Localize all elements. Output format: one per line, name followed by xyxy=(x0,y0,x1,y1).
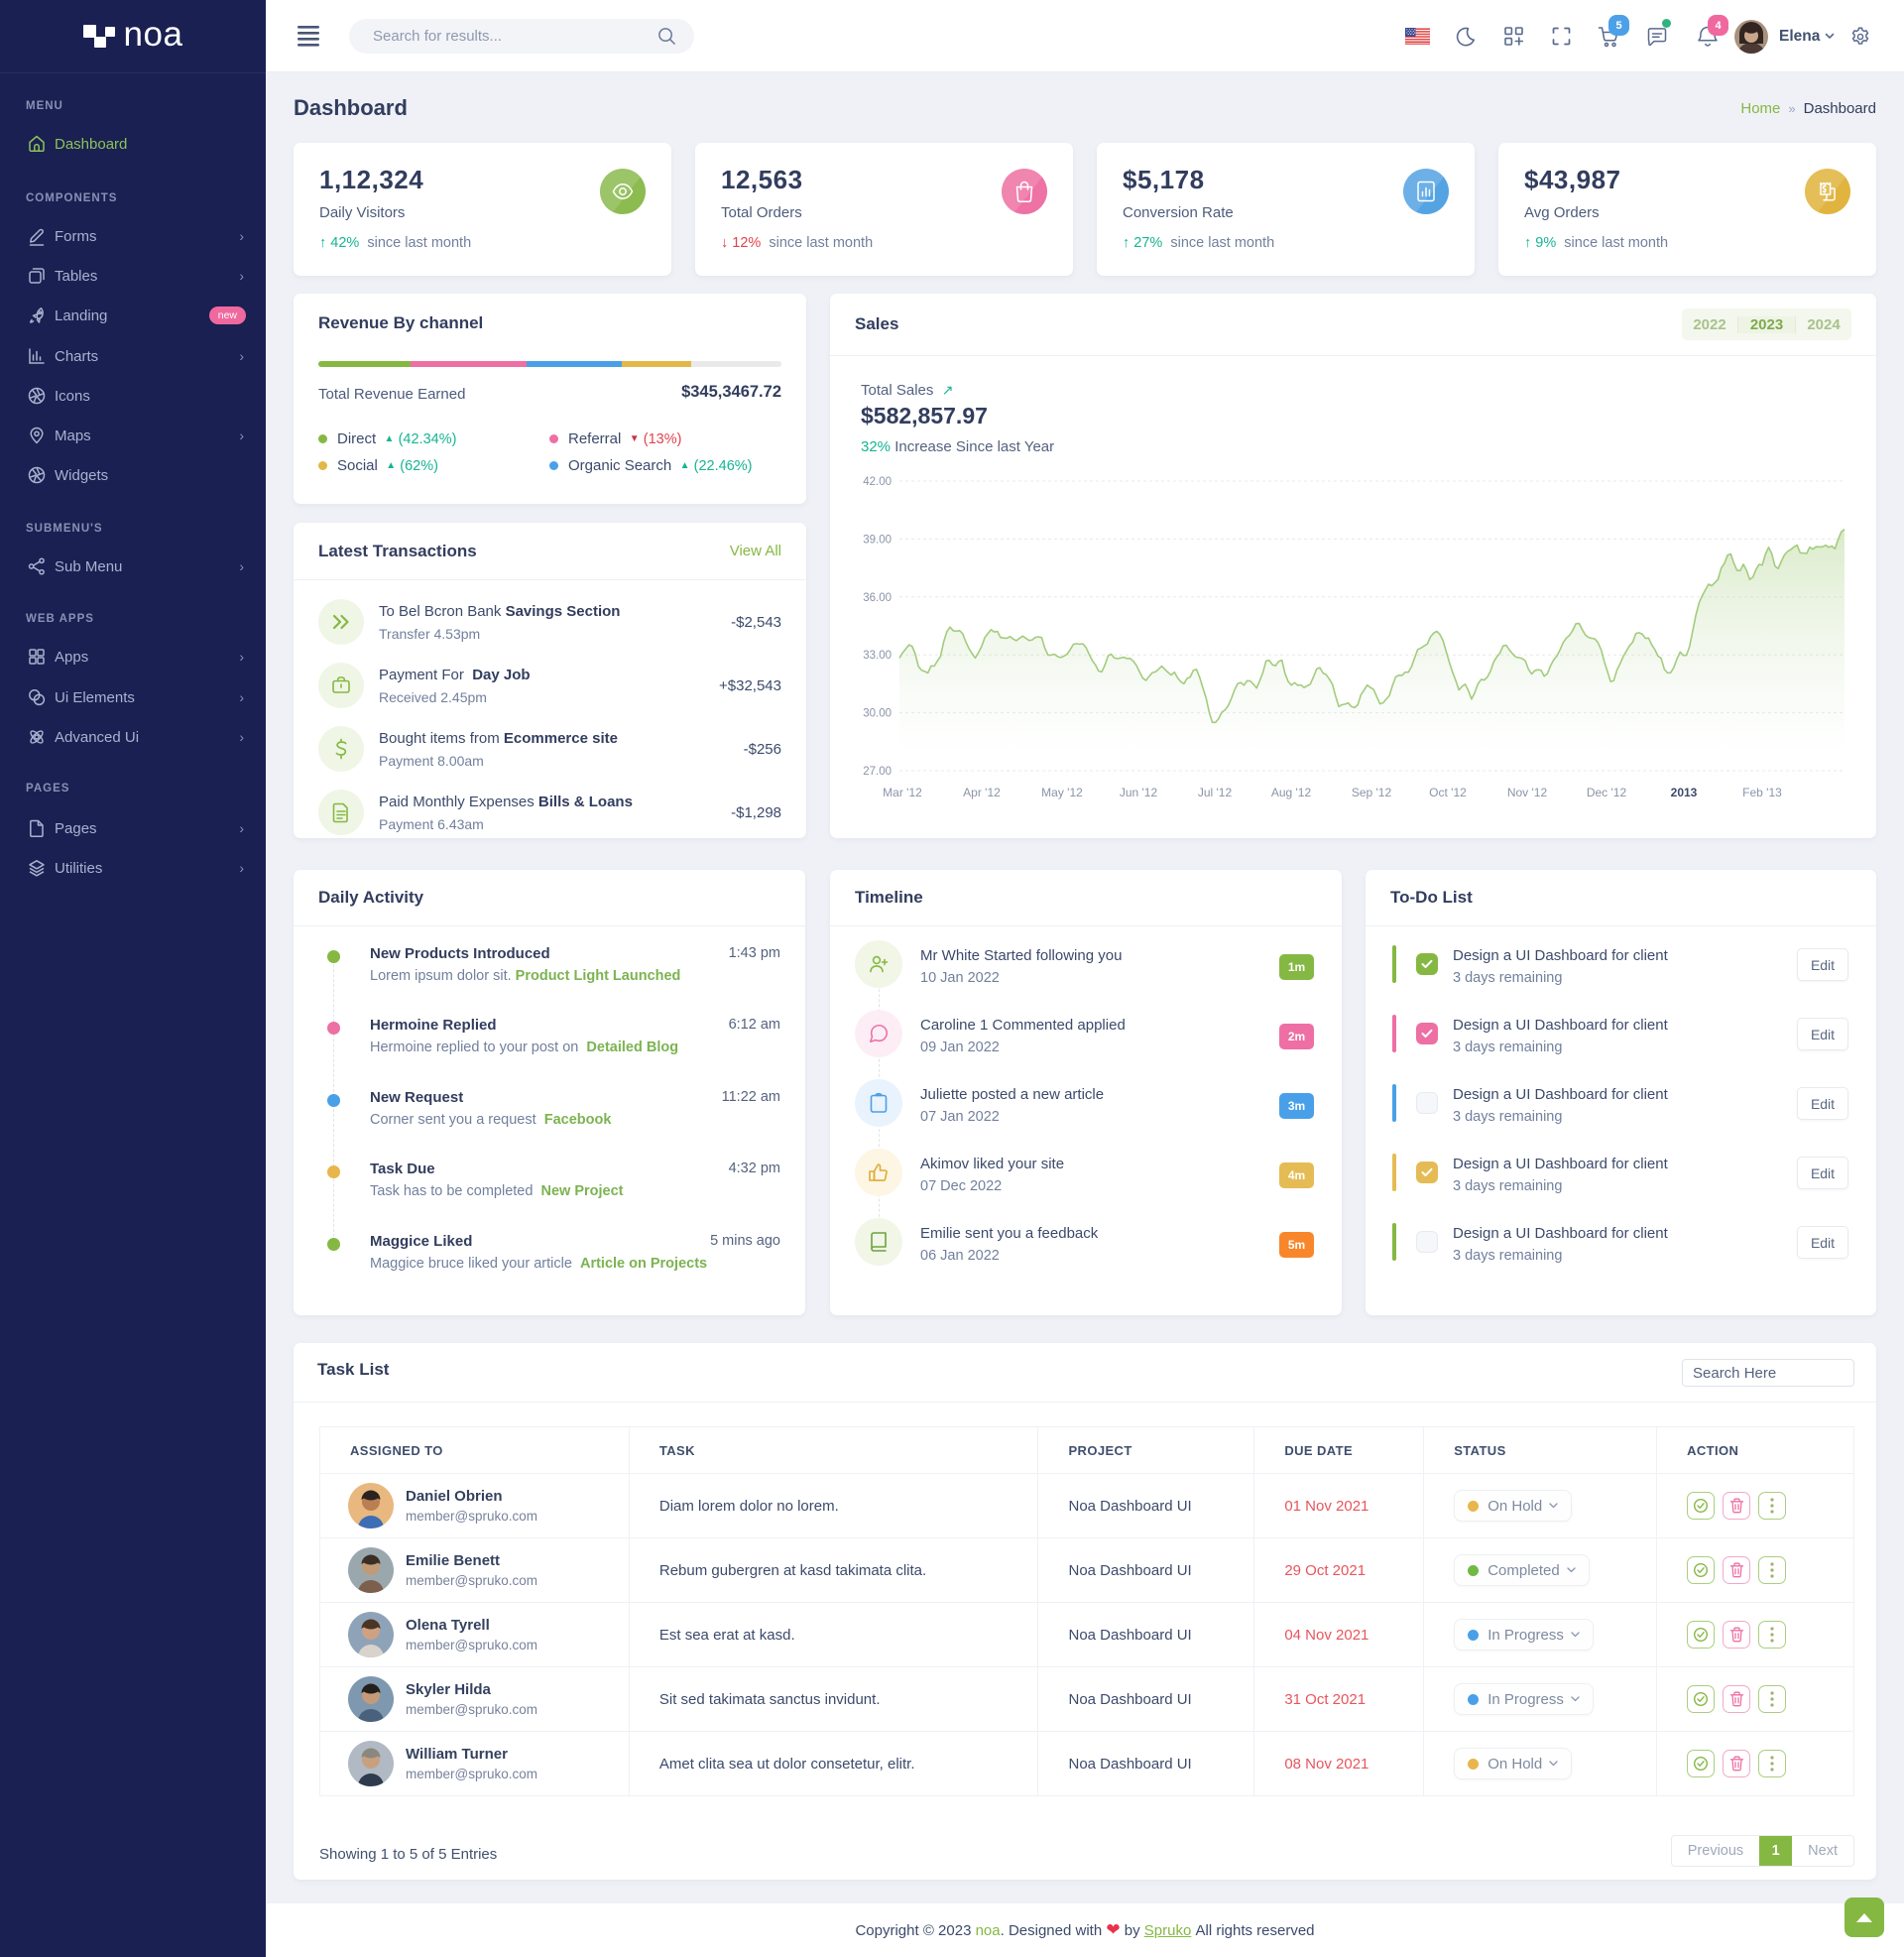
svg-text:Aug '12: Aug '12 xyxy=(1271,786,1312,799)
svg-text:27.00: 27.00 xyxy=(863,766,892,778)
svg-text:May '12: May '12 xyxy=(1041,786,1083,799)
svg-text:Jun '12: Jun '12 xyxy=(1120,786,1158,799)
svg-text:Jul '12: Jul '12 xyxy=(1198,786,1233,799)
svg-text:2013: 2013 xyxy=(1671,786,1698,799)
svg-text:33.00: 33.00 xyxy=(863,650,892,662)
svg-text:30.00: 30.00 xyxy=(863,708,892,720)
svg-text:36.00: 36.00 xyxy=(863,592,892,604)
svg-text:Sep '12: Sep '12 xyxy=(1352,786,1392,799)
svg-text:42.00: 42.00 xyxy=(863,476,892,488)
svg-text:Nov '12: Nov '12 xyxy=(1507,786,1548,799)
svg-text:39.00: 39.00 xyxy=(863,534,892,546)
svg-text:Feb '13: Feb '13 xyxy=(1742,786,1782,799)
svg-text:Dec '12: Dec '12 xyxy=(1587,786,1627,799)
svg-text:Mar '12: Mar '12 xyxy=(883,786,922,799)
svg-text:Apr '12: Apr '12 xyxy=(963,786,1001,799)
svg-text:Oct '12: Oct '12 xyxy=(1429,786,1467,799)
